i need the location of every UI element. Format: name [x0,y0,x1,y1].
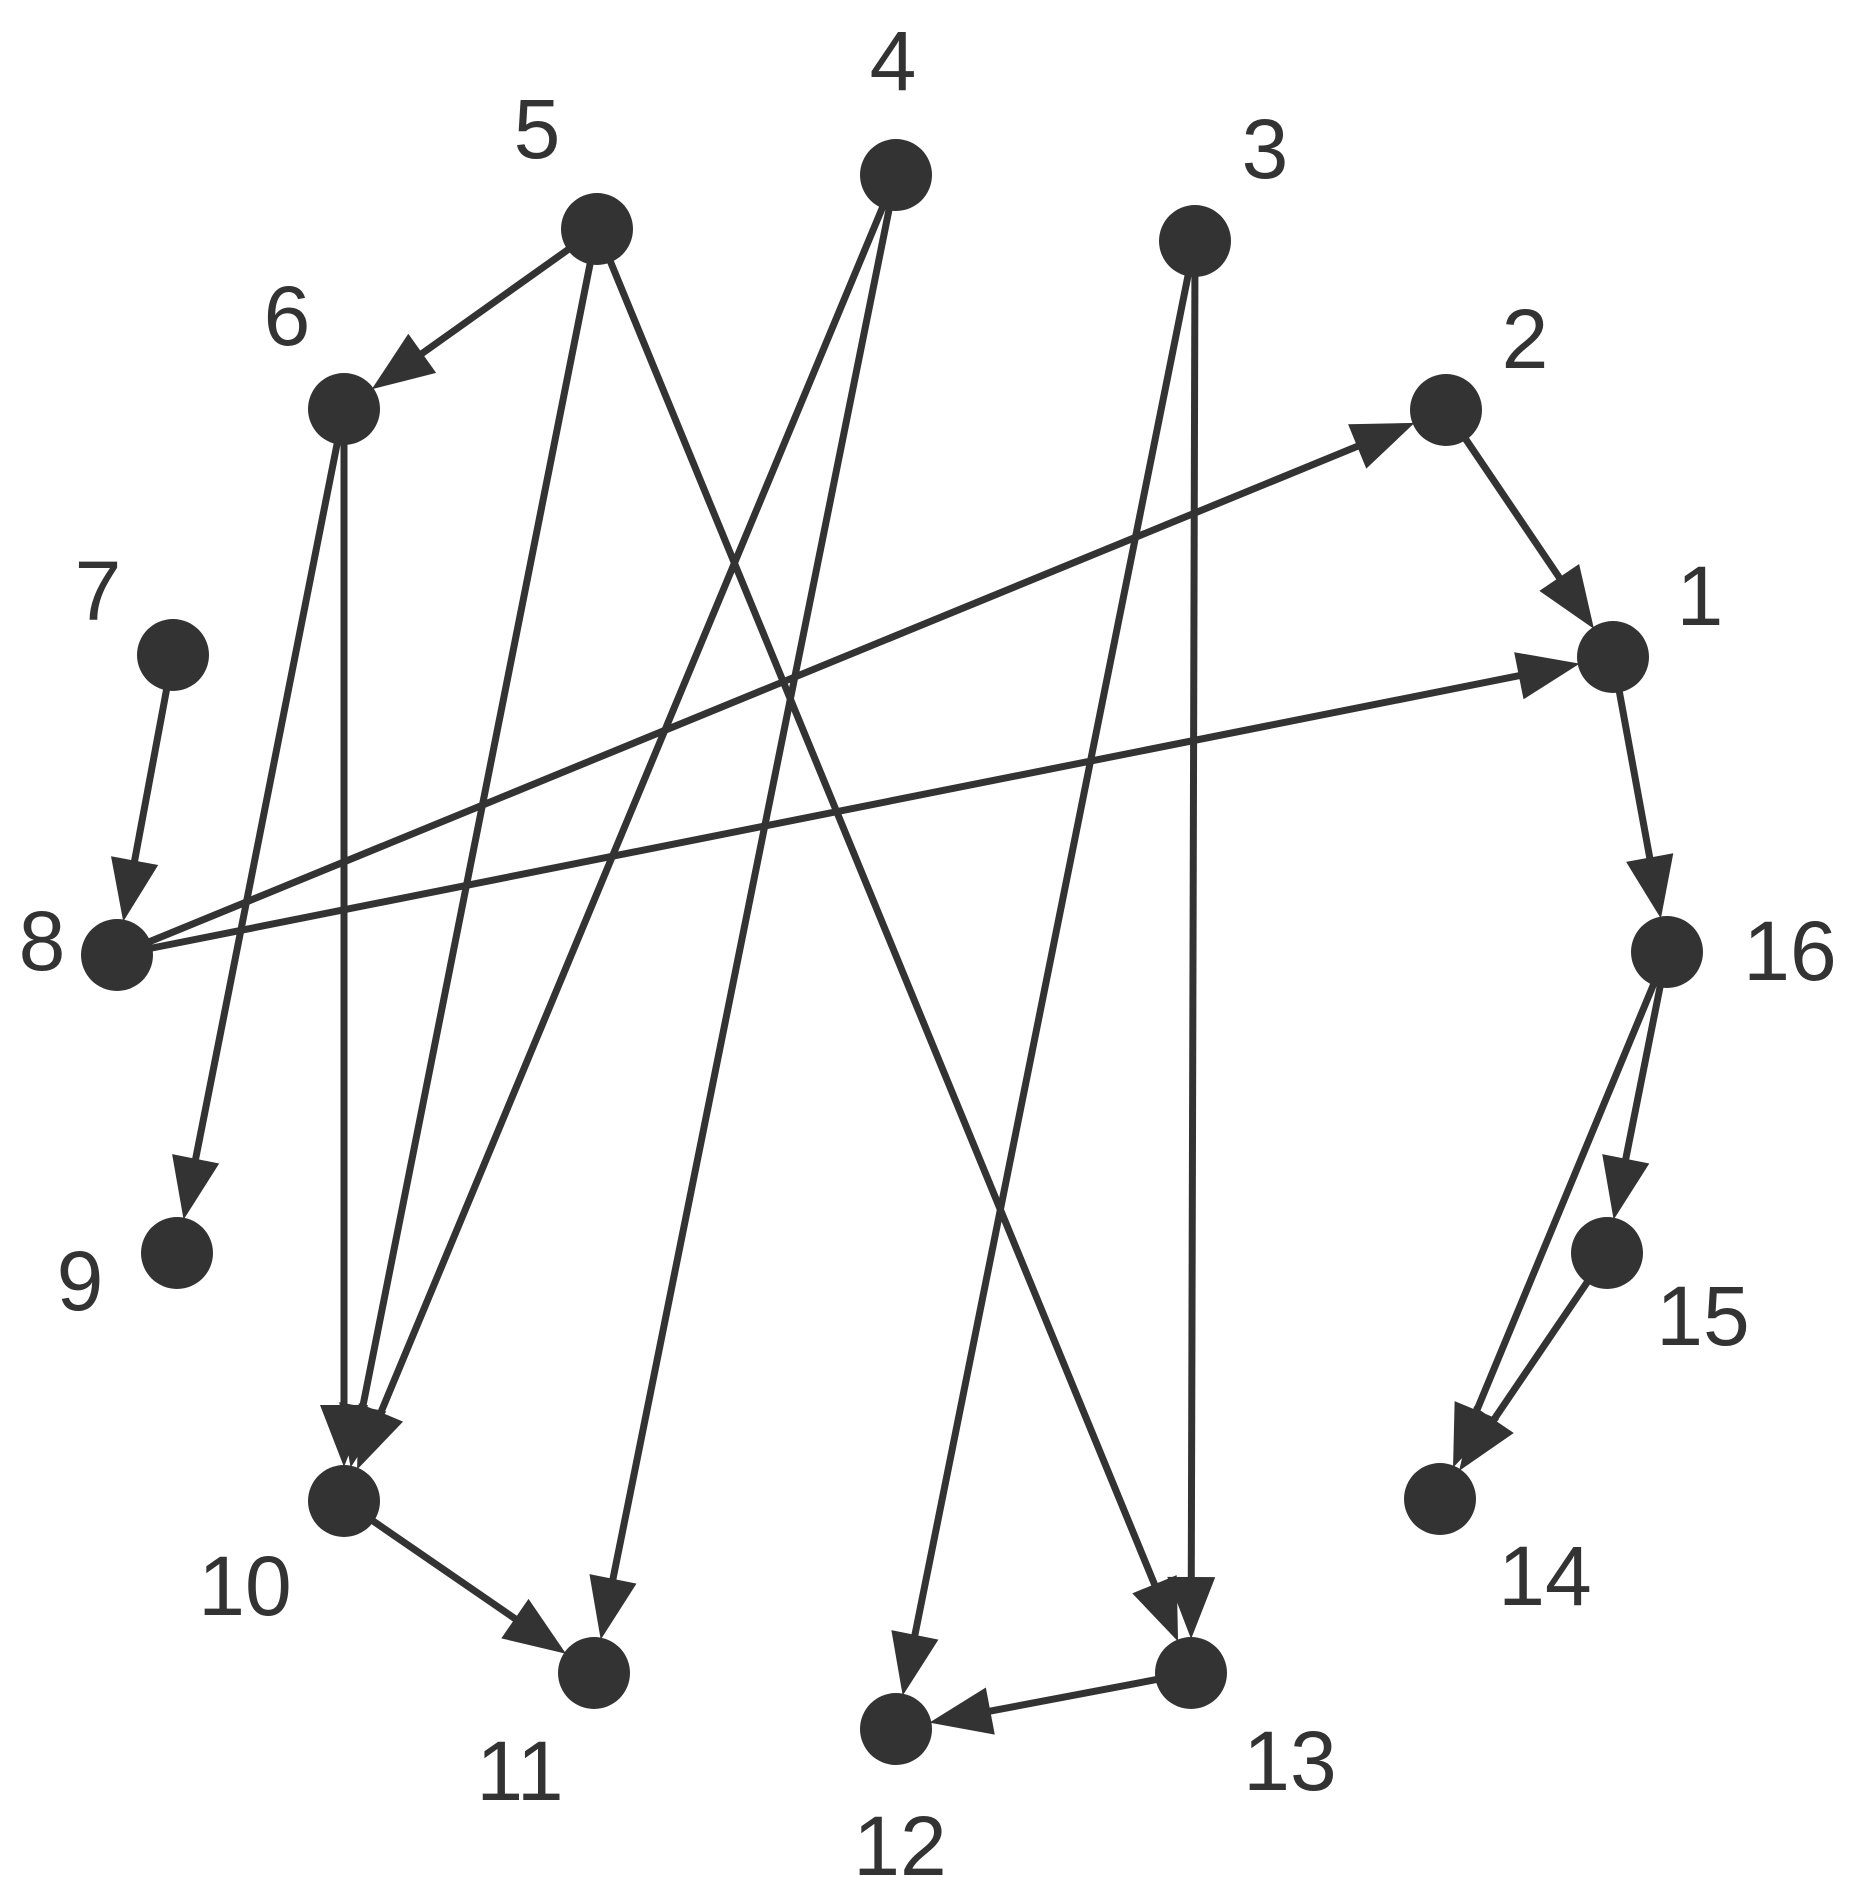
node-label-6: 6 [264,269,311,363]
arrowhead-8-to-1 [1514,652,1580,700]
node-label-7: 7 [75,544,122,638]
node-3 [1159,205,1231,277]
node-label-5: 5 [514,82,561,176]
node-9 [141,1217,213,1289]
edge-16-to-14 [1472,980,1658,1416]
node-label-14: 14 [1498,1529,1591,1623]
node-7 [137,619,209,691]
arrowhead-6-to-9 [172,1154,220,1220]
node-label-13: 13 [1243,1714,1336,1808]
arrowhead-13-to-12 [929,1687,995,1735]
edge-2-to-1 [1461,434,1565,583]
edge-13-to-12 [985,1675,1161,1716]
edge-8-to-2 [145,441,1363,947]
edge-15-to-14 [1488,1277,1592,1425]
node-13 [1155,1637,1227,1709]
node-16 [1631,916,1703,988]
arrowhead-5-to-6 [371,333,437,390]
edge-16-to-15 [1621,982,1665,1164]
arrowhead-8-to-2 [1348,422,1415,469]
node-label-10: 10 [198,1539,291,1633]
node-5 [561,193,633,265]
arrowhead-2-to-1 [1539,564,1594,629]
node-label-8: 8 [19,894,66,988]
arrowhead-3-to-13 [1167,1576,1216,1640]
node-label-9: 9 [57,1234,104,1328]
arrowhead-1-to-16 [1626,853,1674,919]
node-1 [1577,621,1649,693]
node-label-15: 15 [1656,1269,1749,1363]
node-11 [558,1637,630,1709]
node-14 [1404,1463,1476,1535]
edge-7-to-8 [130,685,171,866]
node-15 [1571,1217,1643,1289]
edge-1-to-16 [1615,687,1654,863]
arrowhead-7-to-8 [111,856,159,922]
arrowhead-10-to-11 [501,1598,566,1654]
edge-5-to-13 [605,257,1160,1590]
arrowhead-4-to-11 [589,1574,637,1640]
node-label-2: 2 [1502,292,1549,386]
edge-10-to-11 [368,1516,521,1624]
arrowhead-3-to-12 [891,1630,939,1696]
node-6 [308,373,380,445]
node-label-16: 16 [1743,904,1836,998]
edge-4-to-11 [608,205,894,1584]
arrowhead-6-to-10 [320,1405,368,1467]
node-label-4: 4 [870,14,917,108]
arrowhead-16-to-15 [1602,1154,1650,1220]
edge-3-to-13 [1187,272,1199,1582]
node-8 [81,919,153,991]
node-2 [1410,374,1482,446]
edge-6-to-9 [191,439,342,1164]
edge-5-to-10 [358,259,595,1412]
node-4 [860,139,932,211]
node-label-3: 3 [1242,102,1289,196]
edge-5-to-6 [416,244,573,359]
edge-4-to-10 [376,203,887,1418]
node-label-11: 11 [476,1724,563,1818]
node-label-1: 1 [1677,549,1724,643]
edge-3-to-12 [910,271,1193,1640]
arrowhead-5-to-13 [1132,1575,1179,1642]
node-12 [860,1693,932,1765]
edge-8-to-1 [147,671,1524,953]
node-10 [308,1465,380,1537]
node-label-12: 12 [853,1799,946,1893]
arrowhead-15-to-14 [1459,1406,1514,1471]
edges-layer [111,203,1674,1735]
